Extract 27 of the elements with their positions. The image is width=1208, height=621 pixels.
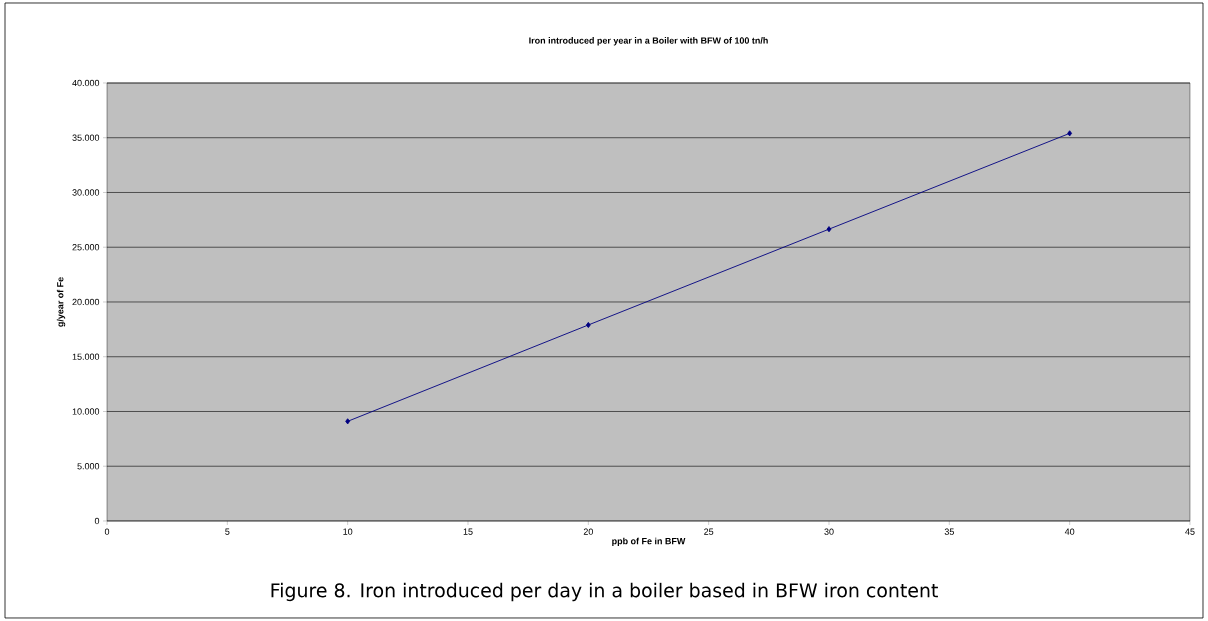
x-tick-label: 0 xyxy=(104,528,110,535)
point xyxy=(1067,130,1073,137)
x-tick-label: 45 xyxy=(1185,528,1195,535)
chart-title: Iron introduced per year in a Boiler with BFW of 100 tn/h xyxy=(529,37,768,46)
y-tick-label: 30.000 xyxy=(72,189,100,196)
point xyxy=(826,226,832,233)
y-tick-label: 15.000 xyxy=(72,353,100,360)
x-tick-label: 35 xyxy=(944,528,954,535)
x-tick-label: 25 xyxy=(704,528,714,535)
y-tick-label: 40.000 xyxy=(72,79,100,87)
y-axis-title: g/year of Fe xyxy=(56,277,66,327)
y-tick-label: 5.000 xyxy=(77,463,100,470)
x-tick-label: 30 xyxy=(824,528,834,535)
x-axis-title: ppb of Fe in BFW xyxy=(612,537,686,547)
point xyxy=(585,321,591,329)
x-tick-label: 5 xyxy=(225,528,230,535)
y-tick-label: 0 xyxy=(94,517,100,525)
x-tick-label: 20 xyxy=(583,528,593,535)
y-tick-label: 20.000 xyxy=(72,298,100,306)
x-tick-label: 40 xyxy=(1064,528,1075,535)
caption: Figure 8. Iron introduced per day in a boiler based in BFW iron content xyxy=(271,582,938,602)
x-tick-label: 15 xyxy=(463,528,473,535)
y-tick-label: 35.000 xyxy=(72,134,100,141)
y-tick-label: 10.000 xyxy=(72,408,100,415)
x-tick-label: 10 xyxy=(343,528,353,535)
point xyxy=(345,418,351,425)
y-tick-label: 25.000 xyxy=(72,244,100,251)
